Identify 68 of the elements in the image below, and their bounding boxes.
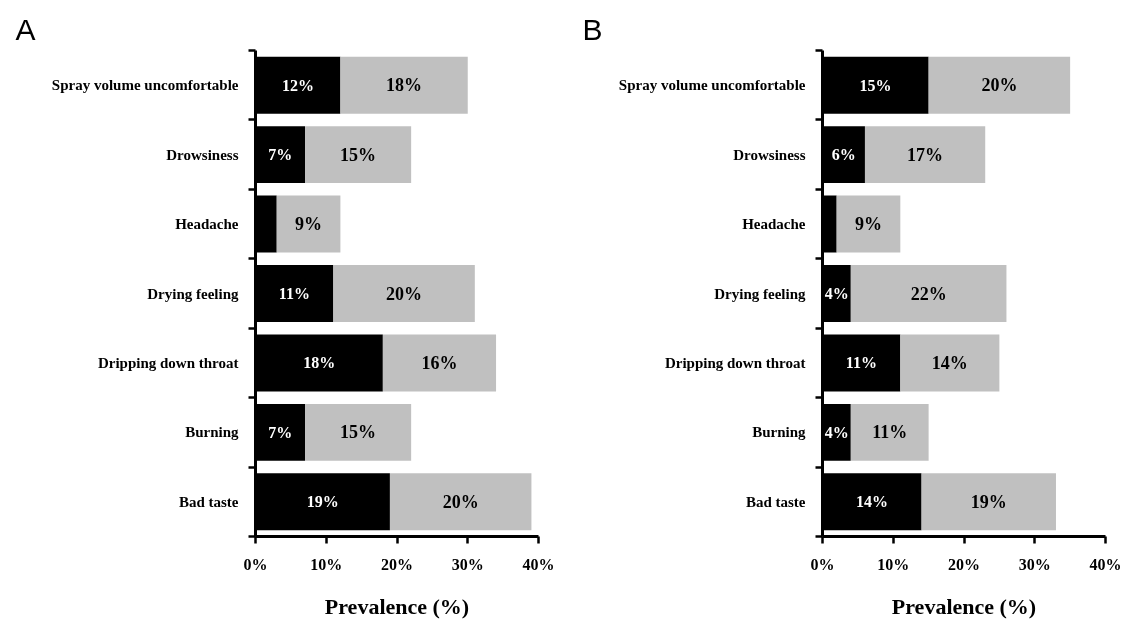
chart-title: B — [582, 12, 603, 46]
data-label: 20% — [386, 283, 423, 304]
y-tick-label: Dripping down throat — [97, 354, 239, 371]
bar — [836, 195, 901, 253]
y-tick-label: Spray volume uncomfortable — [51, 77, 239, 94]
x-axis-title: Prevalence (%) — [324, 593, 470, 619]
bar — [305, 403, 412, 461]
y-tick-label: Bad taste — [745, 493, 806, 510]
bar — [333, 265, 475, 322]
data-label: 7% — [268, 146, 293, 164]
bar — [900, 334, 1000, 392]
y-tick-label: Drying feeling — [147, 285, 239, 302]
data-label: 18% — [386, 75, 423, 96]
x-tick-label: 10% — [877, 555, 910, 573]
data-label: 9% — [295, 214, 323, 235]
data-label: 19% — [306, 493, 339, 511]
data-label: 9% — [854, 214, 882, 235]
x-tick-label: 10% — [310, 555, 343, 573]
x-tick-label: 20% — [381, 555, 413, 573]
bar — [864, 126, 986, 184]
y-tick-label: Headache — [175, 216, 239, 233]
x-tick-label: 20% — [948, 555, 980, 573]
data-label: 16% — [421, 352, 458, 373]
bar — [850, 403, 929, 461]
bar — [850, 265, 1007, 322]
x-axis-title: Prevalence (%) — [891, 593, 1037, 619]
bar — [928, 56, 1071, 114]
x-tick-label: 30% — [1018, 555, 1051, 573]
data-label: 18% — [303, 354, 336, 372]
data-label: 22% — [910, 283, 947, 304]
data-label: 11% — [872, 422, 908, 443]
data-label: 11% — [845, 354, 877, 372]
data-label: 4% — [824, 285, 849, 302]
x-tick-label: 30% — [451, 555, 484, 573]
y-tick-label: Spray volume uncomfortable — [618, 77, 806, 94]
data-label: 19% — [970, 491, 1007, 512]
bar — [305, 126, 412, 184]
y-tick-label: Burning — [752, 424, 806, 441]
data-label: 7% — [268, 423, 293, 441]
bar — [382, 334, 497, 392]
data-label: 15% — [340, 422, 377, 443]
data-label: 15% — [859, 76, 892, 94]
x-tick-label: 0% — [810, 555, 835, 573]
x-tick-label: 40% — [1089, 555, 1122, 573]
y-tick-label: Drowsiness — [166, 146, 239, 163]
bar — [389, 473, 532, 531]
data-label: 12% — [281, 76, 314, 94]
data-label: 11% — [278, 285, 310, 302]
x-tick-label: 40% — [522, 555, 555, 573]
data-label: 15% — [340, 144, 377, 165]
data-label: 17% — [907, 144, 944, 165]
data-label: 20% — [442, 491, 479, 512]
y-tick-label: Drowsiness — [733, 146, 806, 163]
y-tick-label: Burning — [185, 424, 239, 441]
data-label: 20% — [981, 75, 1018, 96]
data-label: 6% — [831, 146, 856, 164]
y-tick-label: Bad taste — [178, 493, 239, 510]
data-label: 4% — [824, 423, 849, 441]
bar — [921, 473, 1056, 531]
bar — [340, 56, 468, 114]
y-tick-label: Drying feeling — [714, 285, 806, 302]
y-tick-label: Headache — [742, 216, 806, 233]
data-label: 14% — [856, 493, 889, 511]
x-tick-label: 0% — [243, 555, 268, 573]
data-label: 14% — [931, 352, 968, 373]
chart-title: A — [15, 12, 36, 46]
y-tick-label: Dripping down throat — [664, 354, 806, 371]
bar — [276, 195, 341, 253]
